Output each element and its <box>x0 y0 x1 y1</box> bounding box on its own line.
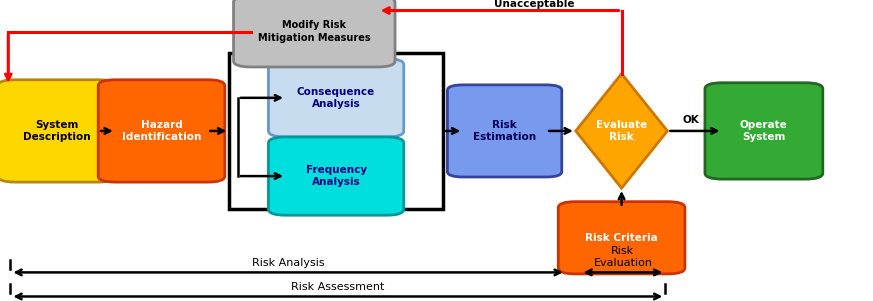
FancyBboxPatch shape <box>705 83 822 179</box>
Text: Frequency
Analysis: Frequency Analysis <box>306 165 367 187</box>
FancyBboxPatch shape <box>233 0 395 67</box>
Text: System
Description: System Description <box>23 120 91 142</box>
Text: Modify Risk
Mitigation Measures: Modify Risk Mitigation Measures <box>258 20 371 43</box>
Text: Risk
Evaluation: Risk Evaluation <box>594 246 652 268</box>
Text: Risk Criteria: Risk Criteria <box>585 233 658 243</box>
FancyBboxPatch shape <box>447 85 562 177</box>
Text: Risk
Estimation: Risk Estimation <box>473 120 536 142</box>
Text: Risk Assessment: Risk Assessment <box>292 282 384 292</box>
Text: Risk Analysis: Risk Analysis <box>251 258 325 268</box>
FancyBboxPatch shape <box>559 202 684 274</box>
Text: Unacceptable: Unacceptable <box>494 0 574 9</box>
Text: Operate
System: Operate System <box>740 120 787 142</box>
Text: OK: OK <box>682 115 699 125</box>
Polygon shape <box>576 74 668 188</box>
FancyBboxPatch shape <box>99 80 225 182</box>
Text: Evaluate
Risk: Evaluate Risk <box>596 120 647 142</box>
Text: Consequence
Analysis: Consequence Analysis <box>297 87 375 109</box>
FancyBboxPatch shape <box>269 59 404 137</box>
FancyBboxPatch shape <box>269 137 404 215</box>
Bar <box>229 53 443 209</box>
Text: Hazard
Identification: Hazard Identification <box>122 120 201 142</box>
FancyBboxPatch shape <box>0 80 115 182</box>
